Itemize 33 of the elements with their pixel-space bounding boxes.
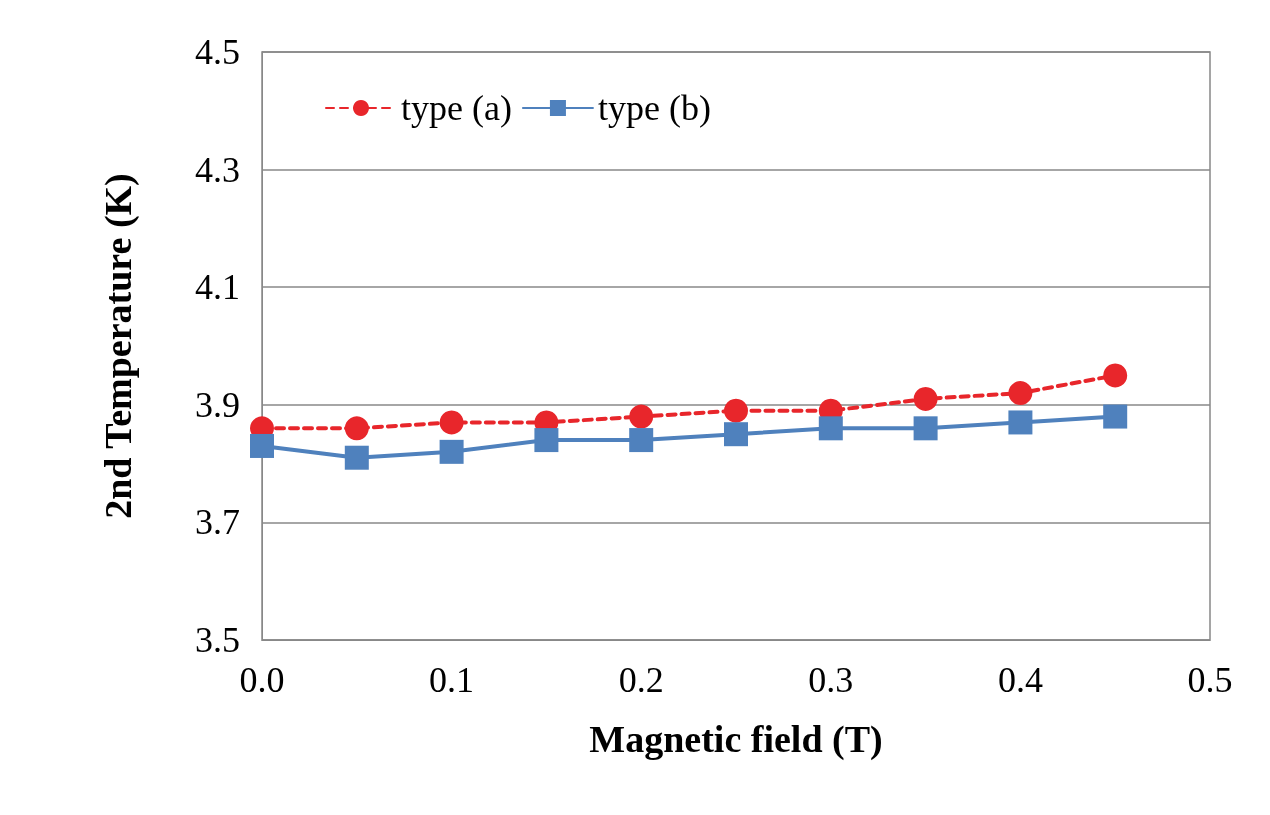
point xyxy=(250,433,274,458)
x-tick-label: 0.2 xyxy=(618,660,664,700)
point xyxy=(534,428,559,453)
y-tick-label: 4.3 xyxy=(195,149,240,190)
x-tick-label: 0.4 xyxy=(997,660,1043,700)
legend-label: type (a) xyxy=(401,88,512,128)
point xyxy=(1103,363,1128,388)
legend-label: type (b) xyxy=(597,88,711,128)
point xyxy=(724,422,748,447)
y-axis-title: 2nd Temperature (K) xyxy=(97,173,140,519)
point xyxy=(439,410,464,435)
y-tick-label: 3.5 xyxy=(195,620,240,660)
point xyxy=(629,404,654,429)
y-tick-label: 3.9 xyxy=(195,384,240,425)
x-tick-label: 0.3 xyxy=(808,660,854,700)
point xyxy=(439,439,464,464)
point xyxy=(913,416,938,441)
point xyxy=(724,398,748,423)
point xyxy=(1008,381,1033,406)
point xyxy=(818,416,843,441)
point xyxy=(913,386,938,411)
x-tick-label: 0.1 xyxy=(429,660,475,700)
y-tick-label: 3.7 xyxy=(195,502,240,543)
point xyxy=(344,416,369,441)
point xyxy=(344,445,369,470)
y-tick-label: 4.5 xyxy=(195,32,240,72)
point xyxy=(1103,404,1128,429)
y-tick-label: 4.1 xyxy=(195,267,240,308)
x-tick-label: 0.0 xyxy=(239,660,285,700)
x-axis-title: Magnetic field (T) xyxy=(589,718,883,761)
point xyxy=(1008,410,1033,435)
x-tick-label: 0.5 xyxy=(1187,660,1233,700)
point xyxy=(629,428,654,453)
